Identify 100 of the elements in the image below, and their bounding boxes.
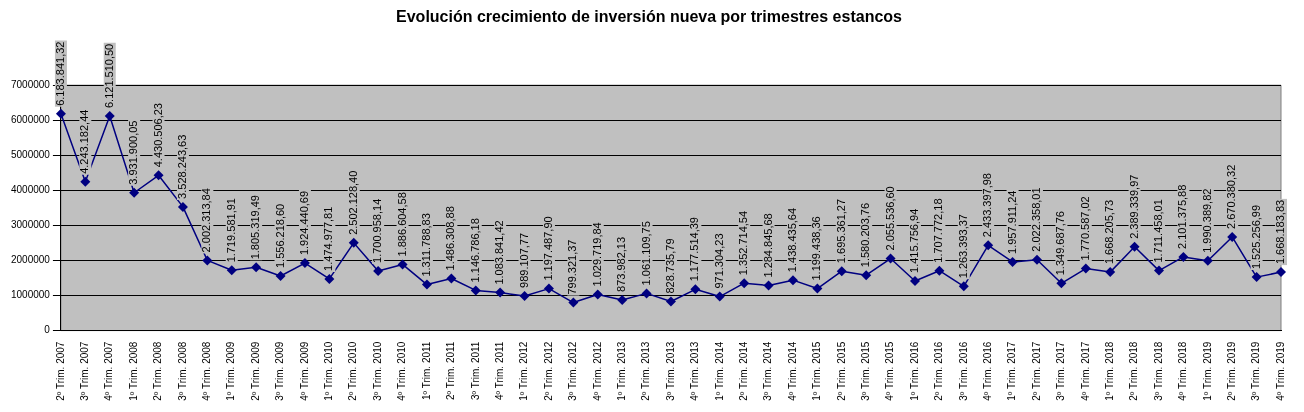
x-tick-label: 3º Trim. 2017 bbox=[1055, 341, 1067, 401]
data-label: 2.389.339,97 bbox=[1127, 174, 1140, 239]
point bbox=[324, 273, 335, 284]
x-tick-label: 2º Trim. 2011 bbox=[445, 341, 457, 401]
point bbox=[1153, 265, 1164, 276]
point bbox=[446, 273, 457, 284]
chart-title: Evolución crecimiento de inversión nueva por trimestres estancos bbox=[396, 8, 903, 26]
point bbox=[1251, 272, 1262, 283]
data-label: 1.805.319,49 bbox=[249, 195, 262, 260]
x-tick-label: 1º Trim. 2017 bbox=[1006, 341, 1018, 401]
x-tick-label: 3º Trim. 2018 bbox=[1152, 341, 1164, 401]
point bbox=[543, 283, 554, 294]
x-tick-label: 2º Trim. 2019 bbox=[1225, 341, 1237, 401]
data-label: 1.352.714,54 bbox=[737, 210, 750, 276]
point bbox=[690, 284, 701, 295]
point bbox=[373, 265, 384, 276]
data-label: 1.146.786,18 bbox=[468, 218, 481, 283]
point bbox=[348, 237, 359, 248]
data-label: 2.022.358,01 bbox=[1030, 187, 1043, 252]
x-tick-label: 1º Trim. 2019 bbox=[1201, 341, 1213, 401]
x-tick-label: 4º Trim. 2010 bbox=[396, 341, 408, 401]
point bbox=[641, 288, 652, 299]
x-tick-label: 1º Trim. 2009 bbox=[225, 341, 237, 401]
data-label: 1.707.772,18 bbox=[932, 198, 945, 263]
data-label: 1.474.977,81 bbox=[322, 206, 335, 271]
x-tick-label: 2º Trim. 2013 bbox=[640, 341, 652, 401]
data-label: 799.321,37 bbox=[566, 239, 579, 295]
x-tick-label: 2º Trim. 2008 bbox=[152, 341, 164, 401]
x-tick-label: 4º Trim. 2017 bbox=[1079, 341, 1091, 401]
point bbox=[251, 262, 262, 273]
data-label: 1.177.514,39 bbox=[688, 217, 701, 282]
x-tick-label: 4º Trim. 2008 bbox=[201, 341, 213, 401]
x-tick-label: 3º Trim. 2012 bbox=[567, 341, 579, 401]
point bbox=[470, 285, 481, 296]
x-tick-label: 1º Trim. 2018 bbox=[1103, 341, 1115, 401]
x-tick-label: 4º Trim. 2009 bbox=[298, 341, 310, 401]
data-label: 1.438.435,64 bbox=[786, 207, 798, 273]
x-tick-label: 1º Trim. 2010 bbox=[323, 341, 335, 401]
point bbox=[1178, 251, 1189, 262]
x-tick-label: 1º Trim. 2011 bbox=[420, 341, 432, 401]
point bbox=[885, 253, 896, 264]
y-tick-label: 3000000 bbox=[10, 219, 51, 231]
data-label: 1.556.218,60 bbox=[273, 203, 286, 269]
point bbox=[1031, 254, 1042, 265]
data-label: 989.107,77 bbox=[517, 232, 530, 288]
data-label: 1.415.756,94 bbox=[908, 208, 921, 273]
data-label: 1.525.256,99 bbox=[1249, 204, 1262, 270]
point bbox=[983, 240, 994, 251]
point bbox=[1276, 267, 1286, 278]
point bbox=[836, 266, 847, 277]
x-tick-label: 2º Trim. 2018 bbox=[1128, 341, 1140, 401]
data-label: 1.061.109,75 bbox=[639, 221, 652, 286]
point bbox=[397, 259, 408, 270]
x-tick-label: 2º Trim. 2014 bbox=[737, 341, 749, 401]
x-tick-label: 1º Trim. 2012 bbox=[518, 341, 530, 401]
y-tick-label: 0 bbox=[44, 324, 51, 336]
x-tick-label: 3º Trim. 2014 bbox=[762, 341, 774, 401]
data-label: 1.700.958,14 bbox=[371, 198, 384, 263]
x-tick-label: 4º Trim. 2016 bbox=[981, 341, 993, 401]
x-tick-label: 3º Trim. 2008 bbox=[176, 341, 188, 401]
data-label: 1.770.587,02 bbox=[1078, 196, 1091, 261]
x-tick-label: 2º Trim. 2015 bbox=[835, 341, 847, 401]
data-label: 1.990.389,82 bbox=[1200, 188, 1213, 253]
data-label: 3.528.243,63 bbox=[175, 134, 188, 199]
data-label: 873.982,13 bbox=[615, 236, 628, 292]
x-tick-label: 4º Trim. 2007 bbox=[103, 341, 115, 401]
data-label: 971.304,23 bbox=[712, 233, 725, 289]
x-tick-label: 1º Trim. 2016 bbox=[908, 341, 920, 401]
data-label: 1.311.788,83 bbox=[419, 213, 432, 277]
point bbox=[519, 290, 530, 301]
data-label: 6.183.841,32 bbox=[53, 41, 66, 106]
x-tick-label: 2º Trim. 2012 bbox=[542, 341, 554, 401]
point bbox=[153, 170, 164, 181]
point bbox=[909, 275, 920, 286]
data-label: 1.197.487,90 bbox=[541, 216, 554, 281]
point bbox=[299, 258, 310, 269]
point bbox=[80, 176, 91, 187]
point bbox=[1105, 267, 1116, 278]
point bbox=[1202, 255, 1213, 266]
x-tick-label: 3º Trim. 2007 bbox=[79, 341, 91, 401]
x-tick-label: 2º Trim. 2007 bbox=[54, 341, 66, 401]
point bbox=[934, 265, 945, 276]
x-tick-label: 4º Trim. 2019 bbox=[1274, 341, 1286, 401]
x-tick-label: 2º Trim. 2017 bbox=[1030, 341, 1042, 401]
point bbox=[1007, 256, 1018, 267]
point bbox=[421, 279, 432, 290]
y-tick-label: 6000000 bbox=[10, 114, 51, 126]
data-label: 1.083.841,42 bbox=[493, 220, 506, 285]
x-tick-label: 4º Trim. 2014 bbox=[786, 341, 798, 401]
point bbox=[275, 271, 286, 282]
data-label: 1.486.308,88 bbox=[444, 206, 457, 271]
data-label: 6.121.510,50 bbox=[102, 43, 115, 108]
x-tick-label: 3º Trim. 2009 bbox=[274, 341, 286, 401]
point bbox=[129, 187, 140, 198]
data-label: 2.433.397,98 bbox=[981, 173, 994, 238]
data-label: 4.430.506,23 bbox=[151, 103, 164, 168]
x-tick-label: 3º Trim. 2013 bbox=[664, 341, 676, 401]
point bbox=[617, 294, 628, 305]
x-tick-label: 2º Trim. 2009 bbox=[249, 341, 261, 401]
y-tick-label: 5000000 bbox=[10, 149, 51, 161]
